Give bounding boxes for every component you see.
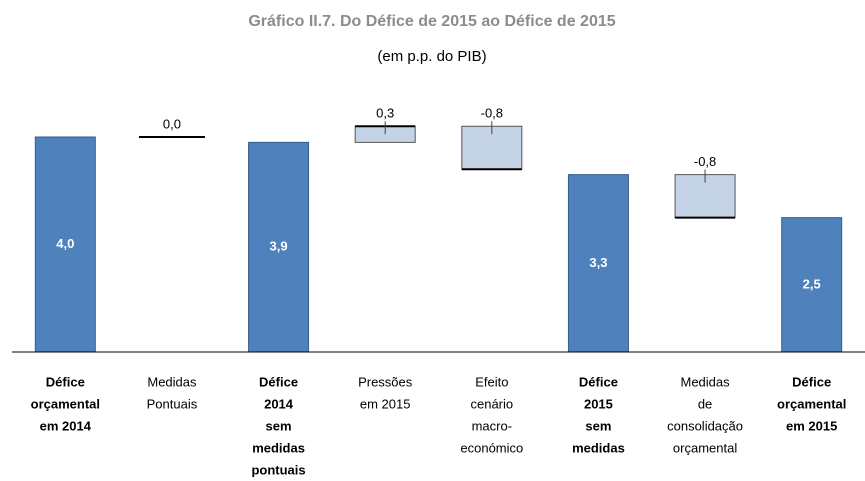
bar [567,174,629,353]
x-tick-label: 2015 [584,396,613,411]
x-tick-label: em 2015 [360,396,411,411]
x-tick-label: Pressões [358,374,413,389]
chart-subtitle: (em p.p. do PIB) [377,48,486,65]
x-tick-label: Défice [259,374,298,389]
value-label: 0,0 [163,116,181,131]
x-tick-label: Efeito [475,374,508,389]
value-label: 4,0 [56,236,74,251]
x-tick-label: Medidas [147,374,197,389]
x-tick-label: orçamental [31,396,100,411]
value-label: 2,5 [803,276,821,291]
x-tick-label: medidas [572,440,625,455]
x-tick-label: 2014 [264,396,294,411]
x-tick-label: em 2014 [40,418,92,433]
value-label: -0,8 [481,106,503,121]
x-tick-label: Défice [46,374,85,389]
x-tick-label: cenário [470,396,513,411]
bar [781,217,843,353]
x-tick-label: Medidas [680,374,730,389]
x-tick-label: de [698,396,712,411]
x-tick-label: sem [266,418,292,433]
bar [34,136,96,353]
x-tick-label: Pontuais [147,396,198,411]
x-tick-label: medidas [252,440,305,455]
x-tick-label: em 2015 [786,418,837,433]
value-label: 3,9 [270,239,288,254]
x-tick-label: orçamental [777,396,846,411]
bar [248,141,310,353]
x-tick-label: económico [460,440,523,455]
x-tick-label: Défice [579,374,618,389]
x-tick-label: pontuais [251,462,305,477]
value-label: 3,3 [589,255,607,270]
x-tick-label: macro- [472,418,512,433]
chart-title: Gráfico II.7. Do Défice de 2015 ao Défic… [248,13,615,30]
value-label: -0,8 [694,154,716,169]
value-label: 0,3 [376,106,394,121]
x-tick-label: Défice [792,374,831,389]
x-tick-label: sem [585,418,611,433]
x-tick-label: orçamental [673,440,737,455]
x-tick-label: consolidação [667,418,743,433]
